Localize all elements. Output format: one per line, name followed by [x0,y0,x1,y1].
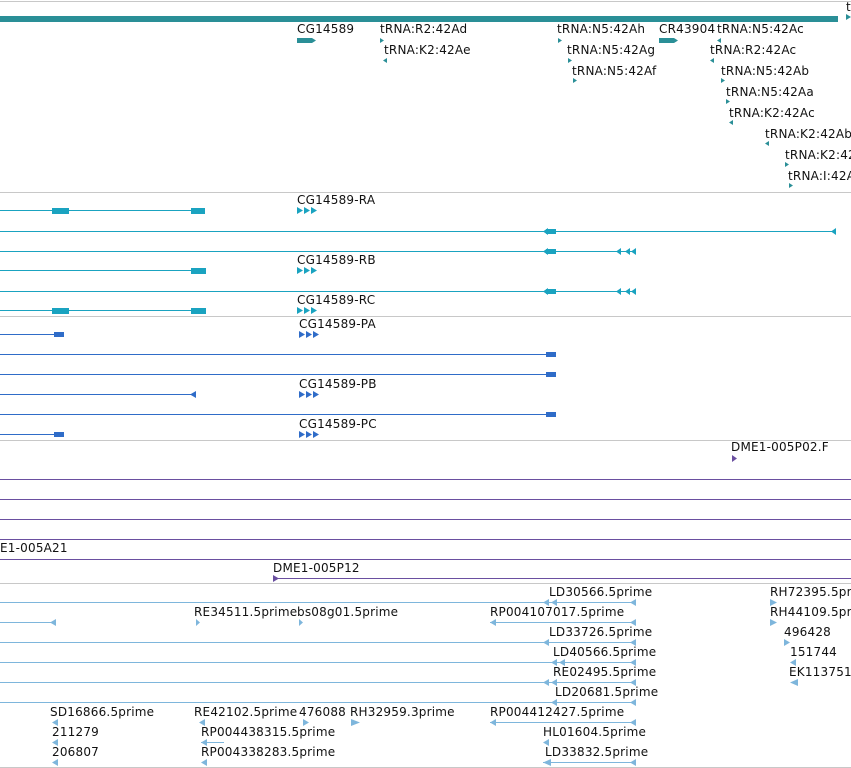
transcript-row-5[interactable] [0,288,636,295]
protein-row-1[interactable] [0,331,319,338]
protein-row-6[interactable] [0,431,319,438]
gene-cg14589[interactable] [297,38,316,43]
est-label-ek113751[interactable]: EK113751 [789,665,851,679]
clone-label-005p12[interactable]: DME1-005P12 [273,561,360,575]
transcript-label-ra[interactable]: CG14589-RA [297,193,376,207]
est-label-bs08g01[interactable]: bs08g01.5prime [297,605,399,619]
protein-label-pb[interactable]: CG14589-PB [299,377,377,391]
est-label-rh72395[interactable]: RH72395.5prime [770,585,851,599]
clone-label-005a21[interactable]: E1-005A21 [0,541,68,555]
gene-label-t-cut[interactable]: t [846,0,851,14]
est-label-rp004338283[interactable]: RP004338283.5prime [201,745,336,759]
transcript-track[interactable] [0,207,836,314]
protein-track[interactable] [0,331,556,438]
gene-trna-r2-42ac[interactable] [710,58,714,63]
gene-trna-k2-42-cut[interactable] [785,162,789,167]
est-label-ld33726[interactable]: LD33726.5prime [549,625,653,639]
gene-label-trna-n5-42ah[interactable]: tRNA:N5:42Ah [557,22,646,36]
gene-trna-n5-42ah[interactable] [558,38,562,43]
est-label-211279[interactable]: 211279 [52,725,100,739]
clone-label-005p02[interactable]: DME1-005P02.F [731,440,829,454]
est-label-re02495[interactable]: RE02495.5prime [553,665,657,679]
est-label-ld33832[interactable]: LD33832.5prime [545,745,649,759]
est-label-rp004438315[interactable]: RP004438315.5prime [201,725,336,739]
clone-005p02-marker[interactable] [732,455,737,462]
protein-row-3[interactable] [0,372,556,377]
gene-trna-n5-42aa[interactable] [726,99,730,104]
est-label-hl01604[interactable]: HL01604.5prime [543,725,647,739]
est-label-ld20681[interactable]: LD20681.5prime [555,685,659,699]
gene-label-trna-k2-42ac[interactable]: tRNA:K2:42Ac [729,106,815,120]
est-label-151744[interactable]: 151744 [790,645,838,659]
gene-label-cg14589[interactable]: CG14589 [297,22,355,36]
gene-track[interactable] [0,14,851,188]
est-label-sd16866[interactable]: SD16866.5prime [50,705,155,719]
transcript-row-1[interactable] [0,207,317,214]
gene-label-trna-r2-42ad[interactable]: tRNA:R2:42Ad [380,22,468,36]
gene-label-trna-n5-42af[interactable]: tRNA:N5:42Af [572,64,657,78]
gene-label-trna-n5-42aa[interactable]: tRNA:N5:42Aa [726,85,814,99]
protein-row-5[interactable] [0,412,556,417]
est-label-ld40566[interactable]: LD40566.5prime [553,645,657,659]
transcript-row-2[interactable] [0,228,836,235]
clone-track[interactable] [0,455,851,582]
gene-label-trna-i-42a-cut[interactable]: tRNA:I:42A [788,169,851,183]
gene-bar-large[interactable] [0,16,838,22]
protein-label-pa[interactable]: CG14589-PA [299,317,376,331]
gene-trna-n5-42ab[interactable] [721,78,725,83]
clone-005p12-marker[interactable] [273,575,279,582]
est-label-206807[interactable]: 206807 [52,745,100,759]
protein-label-pc[interactable]: CG14589-PC [299,417,377,431]
est-label-rp004107017[interactable]: RP004107017.5prime [490,605,625,619]
est-label-rh44109[interactable]: RH44109.5pr [770,605,851,619]
protein-row-4[interactable] [0,391,319,398]
gene-label-trna-n5-42ab[interactable]: tRNA:N5:42Ab [721,64,810,78]
gene-label-trna-k2-42-cut[interactable]: tRNA:K2:42 [785,148,851,162]
est-label-rh32959[interactable]: RH32959.3prime [350,705,455,719]
gene-label-trna-r2-42ac[interactable]: tRNA:R2:42Ac [710,43,797,57]
transcript-row-4[interactable] [0,267,317,274]
est-label-rp004412427[interactable]: RP004412427.5prime [490,705,625,719]
est-track[interactable] [0,599,798,766]
gene-trna-r2-42ad[interactable] [380,38,384,43]
gene-trna-n5-42ag[interactable] [568,58,572,63]
protein-row-2[interactable] [0,352,556,357]
gene-cr43904[interactable] [659,38,678,43]
gene-trna-k2-42ac[interactable] [729,120,733,125]
est-label-re34511[interactable]: RE34511.5prime [194,605,298,619]
gene-label-trna-n5-42ag[interactable]: tRNA:N5:42Ag [567,43,656,57]
est-label-ld30566[interactable]: LD30566.5prime [549,585,653,599]
gene-trna-n5-42af[interactable] [573,78,577,83]
gene-trna-k2-42ab[interactable] [765,141,769,146]
gene-label-trna-k2-42ab[interactable]: tRNA:K2:42Ab [765,127,851,141]
est-label-re42102[interactable]: RE42102.5prime [194,705,298,719]
transcript-row-3[interactable] [0,248,636,255]
gene-trna-n5-42ac[interactable] [717,38,721,43]
transcript-row-6[interactable] [0,307,317,314]
gene-arrow-top-right[interactable] [846,14,851,20]
gene-label-trna-n5-42ac[interactable]: tRNA:N5:42Ac [717,22,804,36]
est-label-496428[interactable]: 496428 [784,625,832,639]
gene-trna-k2-42ae[interactable] [383,58,387,63]
gene-label-cr43904[interactable]: CR43904 [659,22,716,36]
gene-trna-i-42a-cut[interactable] [789,183,793,188]
transcript-label-rb[interactable]: CG14589-RB [297,253,376,267]
transcript-label-rc[interactable]: CG14589-RC [297,293,376,307]
gene-label-trna-k2-42ae[interactable]: tRNA:K2:42Ae [384,43,471,57]
est-label-476088[interactable]: 476088 [299,705,347,719]
